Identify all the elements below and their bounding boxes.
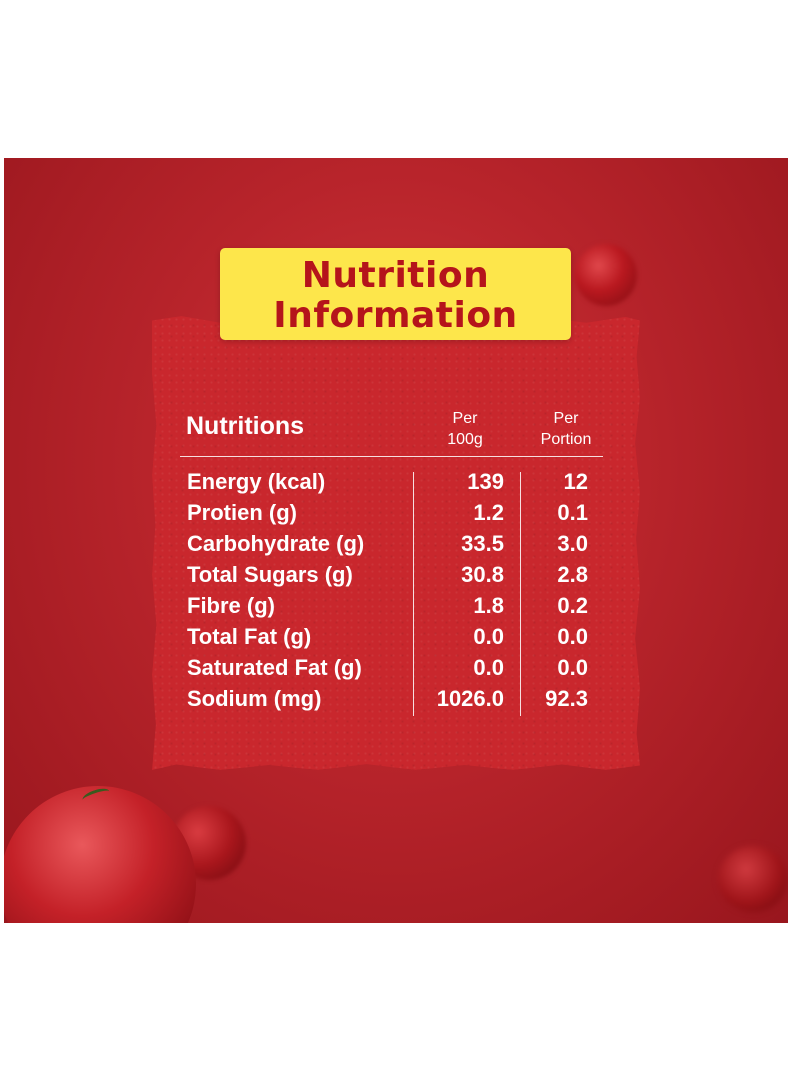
value-per-100g: 0.0 [473,655,504,680]
nutrient-name: Sodium (mg) [187,686,322,711]
torn-paper-card [152,316,640,770]
column-header-per-100g: Per 100g [428,408,502,450]
table-row: Total Sugars (g) 30.8 2.8 [0,562,792,593]
table-row: Fibre (g) 1.8 0.2 [0,593,792,624]
value-per-portion: 92.3 [545,686,588,711]
nutrient-name: Fibre (g) [187,593,275,618]
nutrient-name: Total Fat (g) [187,624,312,649]
tomato-image [575,244,637,306]
column-header-per-portion-line2: Portion [540,431,592,448]
value-per-100g: 1026.0 [436,686,504,711]
value-per-portion: 12 [563,469,588,494]
column-header-per-portion: Per Portion [528,408,604,450]
column-header-per-portion-line1: Per [553,410,579,427]
value-per-100g: 1.8 [473,593,504,618]
value-per-100g: 33.5 [461,531,504,556]
column-divider [520,472,521,716]
value-per-portion: 0.2 [557,593,588,618]
value-per-100g: 0.0 [473,624,504,649]
table-row: Sodium (mg) 1026.0 92.3 [0,686,792,717]
table-row: Saturated Fat (g) 0.0 0.0 [0,655,792,686]
nutrient-name: Protien (g) [187,500,297,525]
table-row: Energy (kcal) 139 12 [0,469,792,500]
table-row: Carbohydrate (g) 33.5 3.0 [0,531,792,562]
title-line-2: Information [273,295,518,336]
table-row: Protien (g) 1.2 0.1 [0,500,792,531]
column-header-per-100g-line2: 100g [447,431,483,448]
value-per-portion: 0.1 [557,500,588,525]
value-per-portion: 2.8 [557,562,588,587]
title-line-1: Nutrition [301,255,490,296]
value-per-portion: 0.0 [557,655,588,680]
column-divider [413,472,414,716]
table-row: Total Fat (g) 0.0 0.0 [0,624,792,655]
tomato-image [718,846,788,912]
nutrient-name: Energy (kcal) [187,469,326,494]
value-per-100g: 1.2 [473,500,504,525]
value-per-100g: 30.8 [461,562,504,587]
column-header-nutritions: Nutritions [186,412,305,440]
nutrient-name: Carbohydrate (g) [187,531,365,556]
title-banner: Nutrition Information [220,248,571,340]
nutrient-name: Saturated Fat (g) [187,655,362,680]
header-divider [180,456,603,457]
column-header-per-100g-line1: Per [452,410,478,427]
nutrient-name: Total Sugars (g) [187,562,353,587]
value-per-100g: 139 [467,469,504,494]
value-per-portion: 3.0 [557,531,588,556]
value-per-portion: 0.0 [557,624,588,649]
